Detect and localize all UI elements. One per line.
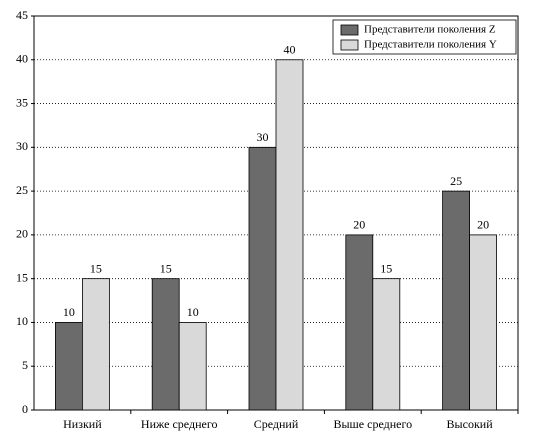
bar <box>55 322 83 411</box>
bar <box>345 234 374 411</box>
bar <box>178 322 207 411</box>
bar <box>442 190 471 411</box>
y-tick-label: 20 <box>16 227 28 241</box>
y-tick-label: 45 <box>16 8 28 22</box>
data-label: 25 <box>450 174 462 188</box>
legend-label: Представители поколения Y <box>364 39 497 51</box>
y-tick-label: 0 <box>22 402 28 416</box>
data-label: 15 <box>90 261 102 275</box>
bar <box>82 278 110 411</box>
x-tick-label: Ниже среднего <box>141 417 218 431</box>
bar <box>469 234 498 411</box>
legend-box <box>332 19 517 55</box>
x-tick-label: Выше среднего <box>333 417 412 431</box>
data-label: 40 <box>284 43 296 57</box>
data-label: 15 <box>380 261 392 275</box>
data-label: 20 <box>477 218 489 232</box>
data-label: 20 <box>353 218 365 232</box>
bar <box>372 278 401 411</box>
bar <box>151 278 180 411</box>
legend-label: Представители поколения Z <box>364 24 496 36</box>
bar <box>275 59 304 411</box>
bar <box>248 146 277 411</box>
data-label: 10 <box>63 305 75 319</box>
y-tick-label: 40 <box>16 52 28 66</box>
y-tick-label: 5 <box>22 358 28 372</box>
y-tick-label: 25 <box>16 183 28 197</box>
y-tick-label: 30 <box>16 139 28 153</box>
data-label: 30 <box>257 130 269 144</box>
x-tick-label: Средний <box>254 417 299 431</box>
legend-swatch <box>340 39 359 51</box>
y-tick-label: 35 <box>16 95 28 109</box>
x-tick-label: Высокий <box>447 417 494 431</box>
data-label: 10 <box>187 305 199 319</box>
y-tick-label: 10 <box>16 314 28 328</box>
legend-swatch <box>340 24 359 36</box>
x-tick-label: Низкий <box>63 417 102 431</box>
data-label: 15 <box>160 261 172 275</box>
y-tick-label: 15 <box>16 270 28 284</box>
